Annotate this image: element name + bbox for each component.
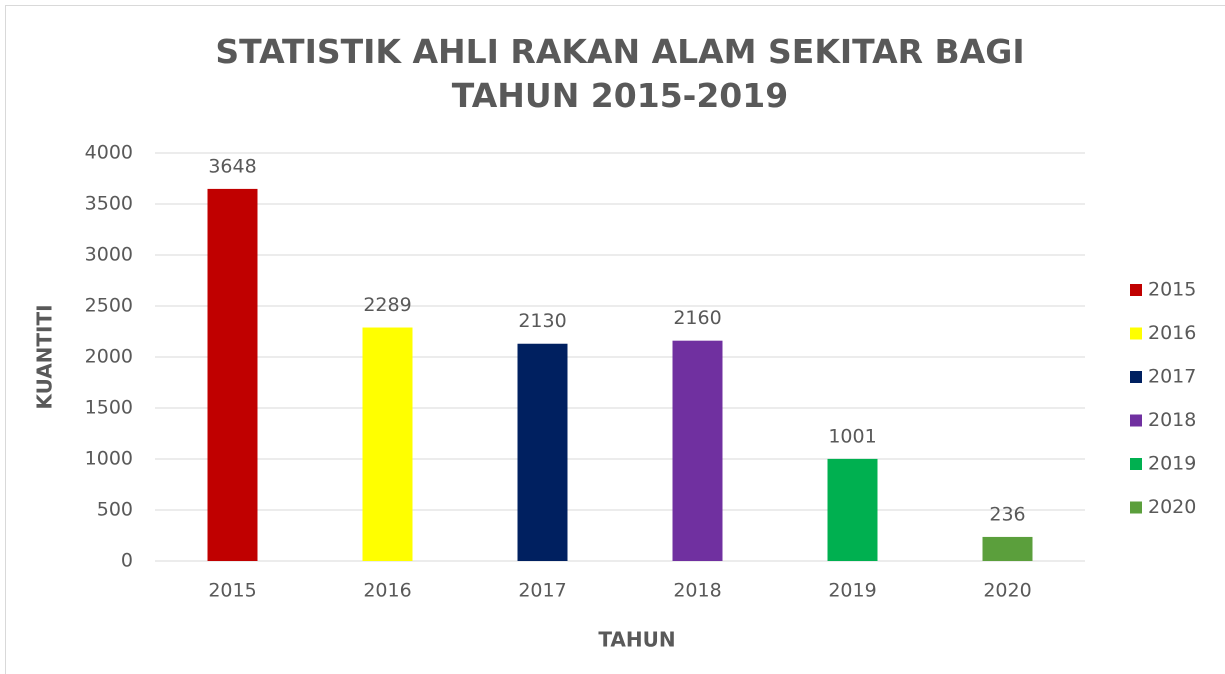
data-label: 1001 (828, 425, 876, 447)
y-tick-label: 2000 (85, 346, 133, 368)
legend-label: 2019 (1148, 453, 1196, 475)
data-label: 2160 (673, 307, 721, 329)
x-tick-label: 2016 (363, 580, 411, 602)
legend-swatch (1130, 414, 1142, 427)
bar (827, 458, 878, 561)
x-tick-label: 2017 (518, 580, 566, 602)
data-label: 2130 (518, 310, 566, 332)
x-tick-label: 2020 (983, 580, 1031, 602)
y-tick-label: 1000 (85, 448, 133, 470)
legend-label: 2018 (1148, 409, 1196, 431)
y-tick-label: 2500 (85, 295, 133, 317)
bar (517, 343, 568, 561)
bar (362, 327, 413, 561)
legend-label: 2020 (1148, 496, 1196, 518)
x-tick-label: 2019 (828, 580, 876, 602)
bar (982, 536, 1033, 561)
legend-swatch (1130, 458, 1142, 470)
chart-border (5, 5, 1225, 674)
legend-label: 2017 (1148, 366, 1196, 388)
bar (207, 188, 258, 562)
x-axis-label: TAHUN (598, 628, 675, 652)
legend-swatch (1130, 371, 1142, 383)
x-tick-label: 2018 (673, 580, 721, 602)
x-tick-label: 2015 (208, 580, 256, 602)
chart-title: STATISTIK AHLI RAKAN ALAM SEKITAR BAGI T… (215, 32, 1025, 115)
legend-swatch (1130, 327, 1142, 340)
y-tick-label: 1500 (85, 397, 133, 419)
y-tick-label: 3500 (85, 193, 133, 215)
y-tick-label: 4000 (85, 142, 133, 164)
legend-label: 2016 (1148, 322, 1196, 344)
bar (672, 340, 723, 561)
data-label: 2289 (363, 294, 411, 316)
y-tick-label: 0 (121, 550, 133, 572)
data-label: 236 (989, 503, 1025, 525)
legend-label: 2015 (1148, 279, 1196, 301)
data-label: 3648 (208, 155, 256, 177)
legend-swatch (1130, 284, 1142, 296)
y-axis-label: KUANTITI (33, 304, 57, 409)
legend-swatch (1130, 501, 1142, 514)
y-tick-label: 3000 (85, 244, 133, 266)
y-tick-label: 500 (97, 499, 133, 521)
